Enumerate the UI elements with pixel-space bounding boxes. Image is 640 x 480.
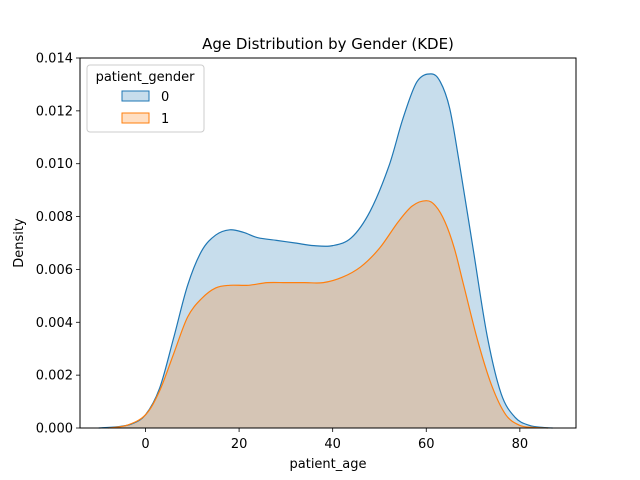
y-axis: 0.000 0.002 0.004 0.006 0.008 0.010 0.012 0.014 xyxy=(36,52,80,437)
x-tick-label: 40 xyxy=(324,437,341,452)
legend-label-0: 0 xyxy=(161,90,169,105)
series-0-line xyxy=(98,73,553,429)
legend-title: patient_gender xyxy=(96,70,196,85)
plot-lines xyxy=(98,73,553,429)
series-0-area xyxy=(98,73,553,429)
x-tick-label: 80 xyxy=(512,437,529,452)
plot-areas xyxy=(98,73,553,429)
x-tick-label: 0 xyxy=(141,437,149,452)
y-tick-label: 0.002 xyxy=(36,369,73,384)
legend-swatch-1 xyxy=(121,112,150,124)
y-tick-label: 0.006 xyxy=(36,263,73,278)
y-tick-label: 0.010 xyxy=(36,157,73,172)
series-1-area xyxy=(108,200,548,428)
y-axis-label: Density xyxy=(12,218,27,268)
x-axis-label: patient_age xyxy=(290,457,367,472)
chart-title: Age Distribution by Gender (KDE) xyxy=(202,35,454,53)
x-tick-label: 20 xyxy=(231,437,248,452)
legend: patient_gender 0 1 xyxy=(86,64,205,133)
legend-box xyxy=(86,64,205,133)
plot-frame xyxy=(79,57,577,429)
series-1-line xyxy=(107,200,548,429)
legend-label-1: 1 xyxy=(161,112,169,127)
x-tick-label: 60 xyxy=(418,437,435,452)
x-axis: 0 20 40 60 80 xyxy=(141,428,528,452)
y-tick-label: 0.008 xyxy=(36,210,73,225)
y-tick-label: 0.012 xyxy=(36,104,73,119)
y-tick-label: 0.000 xyxy=(36,422,73,437)
y-tick-label: 0.014 xyxy=(36,52,73,67)
y-tick-label: 0.004 xyxy=(36,316,73,331)
legend-swatch-0 xyxy=(121,90,150,102)
